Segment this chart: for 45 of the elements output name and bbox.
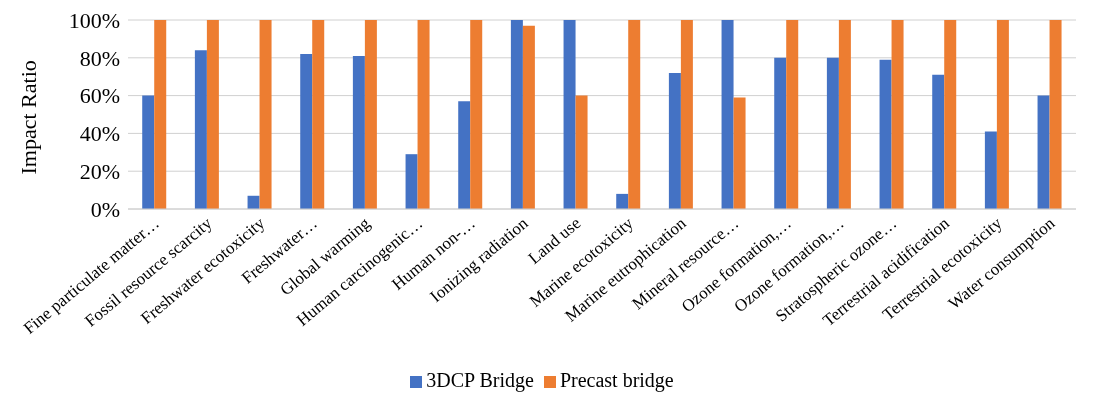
bar <box>563 20 576 209</box>
bar <box>575 95 588 209</box>
y-tick-label: 100% <box>68 7 120 33</box>
bar <box>616 193 629 209</box>
bar <box>984 131 997 209</box>
y-tick-label: 40% <box>79 121 120 147</box>
bar <box>300 54 313 209</box>
bar <box>142 95 155 209</box>
y-tick-label: 0% <box>90 196 120 222</box>
bar <box>838 20 851 209</box>
bar <box>680 20 693 209</box>
bar <box>1037 95 1050 209</box>
bar <box>944 20 957 209</box>
bar <box>470 20 483 209</box>
bar <box>1049 20 1062 209</box>
bar <box>364 20 377 209</box>
bar <box>259 20 272 209</box>
bar <box>405 154 418 209</box>
y-tick-label: 60% <box>79 83 120 109</box>
bar <box>628 20 641 209</box>
bar <box>510 20 523 209</box>
y-axis-title: Impact Ratio <box>15 60 41 175</box>
bar <box>312 20 325 209</box>
bar <box>826 57 839 209</box>
legend-label: 3DCP Bridge <box>426 369 534 391</box>
bar <box>996 20 1009 209</box>
bar <box>891 20 904 209</box>
bar <box>774 57 787 209</box>
bar <box>879 59 892 209</box>
bar <box>206 20 219 209</box>
bar <box>458 101 471 209</box>
y-tick-label: 20% <box>79 159 120 185</box>
bar <box>522 25 535 209</box>
bar <box>417 20 430 209</box>
bar <box>668 72 681 209</box>
y-tick-label: 80% <box>79 45 120 71</box>
bar <box>352 55 365 209</box>
bar <box>721 20 734 209</box>
bar <box>786 20 799 209</box>
bar <box>932 74 945 209</box>
bar <box>247 195 260 209</box>
legend-label: Precast bridge <box>559 369 674 391</box>
bar <box>194 50 207 209</box>
bar <box>154 20 167 209</box>
bar <box>733 97 746 209</box>
